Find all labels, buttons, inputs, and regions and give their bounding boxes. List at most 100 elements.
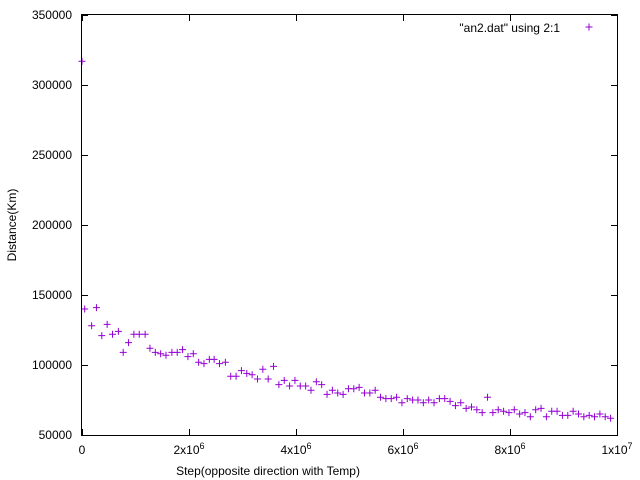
data-point xyxy=(162,351,170,359)
data-point xyxy=(248,371,256,379)
legend-label: "an2.dat" using 2:1 xyxy=(459,21,560,35)
y-tick-label: 50000 xyxy=(39,428,73,442)
data-point xyxy=(334,389,342,397)
x-tick-label: 8x106 xyxy=(494,441,525,457)
data-point xyxy=(505,409,513,417)
data-point xyxy=(243,369,251,377)
data-point xyxy=(135,330,143,338)
data-point xyxy=(103,320,111,328)
y-tick-label: 350000 xyxy=(32,8,72,22)
data-point xyxy=(215,360,223,368)
data-point xyxy=(318,381,326,389)
data-point xyxy=(446,397,454,405)
data-point xyxy=(108,330,116,338)
data-point xyxy=(526,413,534,421)
y-tick-label: 200000 xyxy=(32,218,72,232)
data-point xyxy=(200,360,208,368)
legend-plus-marker xyxy=(585,23,593,31)
data-point xyxy=(270,362,278,370)
data-point xyxy=(179,346,187,354)
data-point xyxy=(425,396,433,404)
data-point xyxy=(553,407,561,415)
data-point xyxy=(173,348,181,356)
data-point xyxy=(141,330,149,338)
data-point xyxy=(467,403,475,411)
y-tick-label: 150000 xyxy=(32,288,72,302)
data-point xyxy=(478,409,486,417)
data-point xyxy=(253,375,261,383)
data-point xyxy=(414,396,422,404)
data-point xyxy=(500,407,508,415)
data-point xyxy=(596,410,604,418)
data-point xyxy=(302,382,310,390)
data-point xyxy=(510,406,518,414)
data-point xyxy=(585,411,593,419)
data-point xyxy=(441,395,449,403)
data-point xyxy=(88,322,96,330)
x-tick-label: 0 xyxy=(79,443,86,457)
data-point xyxy=(403,395,411,403)
data-point xyxy=(339,390,347,398)
data-point xyxy=(366,389,374,397)
data-point xyxy=(398,399,406,407)
data-point xyxy=(494,406,502,414)
data-point xyxy=(473,406,481,414)
data-point xyxy=(457,399,465,407)
data-point xyxy=(377,393,385,401)
plot-frame xyxy=(81,14,618,436)
data-point xyxy=(532,406,540,414)
data-point xyxy=(489,409,497,417)
data-point xyxy=(264,375,272,383)
data-point xyxy=(210,355,218,363)
data-point xyxy=(114,327,122,335)
data-point xyxy=(151,348,159,356)
data-point xyxy=(569,407,577,415)
data-point xyxy=(81,305,89,313)
data-point xyxy=(92,304,100,312)
data-point xyxy=(387,395,395,403)
x-tick-label: 6x106 xyxy=(387,441,418,457)
data-point xyxy=(462,404,470,412)
x-tick-labels: 0 2x106 4x106 6x106 8x106 1x107 xyxy=(79,441,633,457)
data-points xyxy=(78,57,615,422)
y-tick-label: 100000 xyxy=(32,358,72,372)
data-point xyxy=(98,332,106,340)
legend: "an2.dat" using 2:1 xyxy=(459,21,593,35)
data-point xyxy=(371,386,379,394)
x-tick-label: 2x106 xyxy=(173,441,204,457)
data-point xyxy=(484,393,492,401)
data-point xyxy=(591,413,599,421)
y-tick-label: 300000 xyxy=(32,78,72,92)
y-tick-labels: 50000 100000 150000 200000 250000 300000 35000… xyxy=(32,8,72,442)
data-point xyxy=(350,385,358,393)
data-point xyxy=(307,386,315,394)
data-point xyxy=(259,365,267,373)
data-point xyxy=(280,376,288,384)
data-point xyxy=(451,402,459,410)
data-point xyxy=(275,381,283,389)
data-point xyxy=(125,339,133,347)
data-point xyxy=(291,376,299,384)
data-point xyxy=(189,350,197,358)
data-point xyxy=(580,413,588,421)
data-point xyxy=(119,348,127,356)
x-tick-label: 4x106 xyxy=(280,441,311,457)
data-point xyxy=(286,382,294,390)
data-point xyxy=(564,411,572,419)
data-point xyxy=(542,413,550,421)
data-point xyxy=(328,386,336,394)
data-point xyxy=(232,372,240,380)
data-point xyxy=(601,413,609,421)
data-point xyxy=(184,353,192,361)
data-point xyxy=(195,358,203,366)
data-point xyxy=(237,367,245,375)
x-axis-label: Step(opposite direction with Temp) xyxy=(176,464,360,478)
data-point xyxy=(516,410,524,418)
data-point xyxy=(419,399,427,407)
data-point xyxy=(537,404,545,412)
data-point xyxy=(221,358,229,366)
data-point xyxy=(393,393,401,401)
x-tick-label: 1x107 xyxy=(601,441,632,457)
